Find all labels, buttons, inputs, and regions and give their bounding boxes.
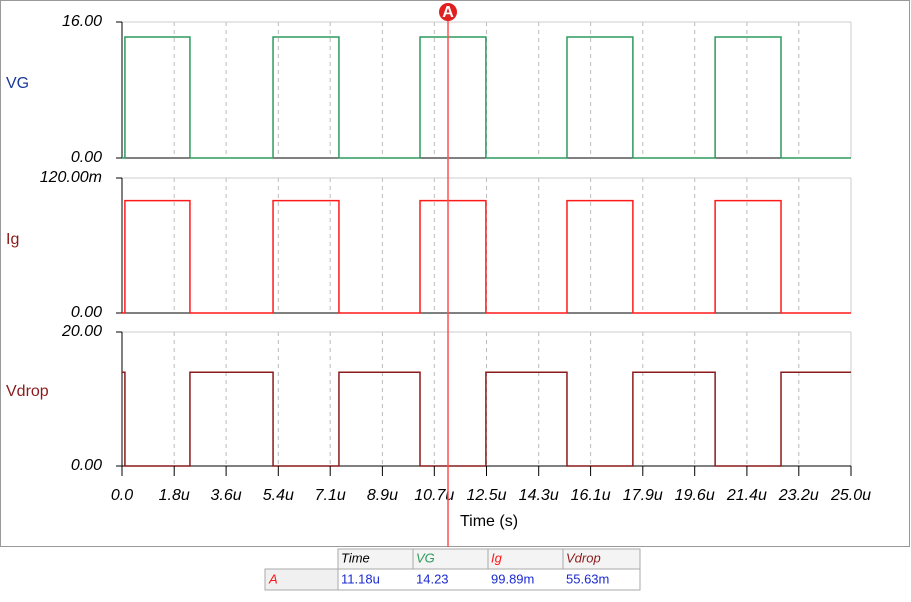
cell: 14.23 bbox=[416, 571, 449, 586]
trace bbox=[122, 36, 851, 159]
cell: 99.89m bbox=[491, 571, 534, 586]
series-name: VG bbox=[6, 75, 29, 92]
header-cell: Ig bbox=[491, 550, 503, 565]
x-tick-label: 23.2u bbox=[778, 487, 819, 504]
series-name: Vdrop bbox=[6, 383, 49, 400]
y-tick-label: 20.00 bbox=[61, 323, 102, 340]
header-cell: Vdrop bbox=[566, 550, 601, 565]
x-tick-label: 14.3u bbox=[519, 487, 559, 504]
y-tick-label: 0.00 bbox=[71, 304, 102, 321]
plot-frame bbox=[0, 0, 910, 547]
x-tick-label: 8.9u bbox=[367, 487, 398, 504]
y-tick-label: 16.00 bbox=[62, 13, 102, 30]
trace bbox=[122, 371, 851, 467]
x-tick-label: 19.6u bbox=[675, 487, 715, 504]
cursor-badge bbox=[439, 3, 458, 21]
x-tick-label: 5.4u bbox=[263, 487, 294, 504]
y-tick-label: 0.00 bbox=[71, 457, 102, 474]
x-tick-label: 25.0u bbox=[830, 487, 871, 504]
x-tick-label: 10.7u bbox=[414, 487, 454, 504]
x-tick-label: 0.0 bbox=[111, 487, 133, 504]
cursor-label: A bbox=[442, 4, 454, 21]
trace bbox=[122, 199, 851, 314]
x-tick-label: 17.9u bbox=[623, 487, 663, 504]
header-cell: Time bbox=[341, 550, 370, 565]
y-tick-label: 120.00m bbox=[40, 169, 102, 186]
header-cell: VG bbox=[416, 550, 435, 565]
x-tick-label: 7.1u bbox=[315, 487, 346, 504]
y-tick-label: 0.00 bbox=[71, 149, 102, 166]
row-head-cell bbox=[264, 568, 339, 591]
series-name: Ig bbox=[6, 231, 19, 248]
cursor-table: Time VG Ig Vdrop A 11.18u 14.23 99.89m 5… bbox=[264, 548, 641, 591]
cell: 11.18u bbox=[341, 571, 380, 586]
x-axis-label: Time (s) bbox=[460, 513, 518, 530]
row-label: A bbox=[268, 571, 278, 586]
x-tick-label: 12.5u bbox=[466, 487, 506, 504]
x-tick-label: 1.8u bbox=[159, 487, 190, 504]
cell: 55.63m bbox=[566, 571, 609, 586]
x-tick-label: 16.1u bbox=[571, 487, 611, 504]
x-tick-label: 21.4u bbox=[726, 487, 767, 504]
x-tick-label: 3.6u bbox=[211, 487, 242, 504]
